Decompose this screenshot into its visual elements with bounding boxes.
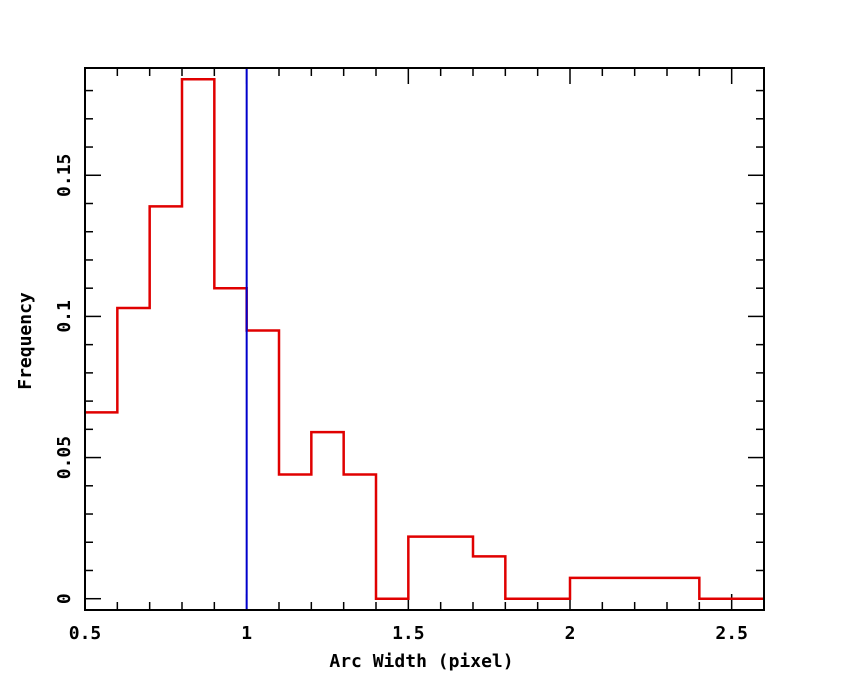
- tick-labels: 0.5 1 1.5 2 2.5 0 0.05 0.1 0.15: [54, 154, 748, 644]
- x-axis-title: Arc Width (pixel): [329, 651, 513, 672]
- histogram-step-line: [85, 78, 764, 600]
- y-tick-label: 0.05: [54, 436, 75, 479]
- histogram-series: [85, 78, 764, 600]
- x-tick-label: 2.5: [715, 623, 748, 644]
- x-tick-label: 1.5: [392, 623, 425, 644]
- x-tick-label: 0.5: [69, 623, 102, 644]
- x-tick-label: 2: [565, 623, 576, 644]
- x-tick-label: 1: [241, 623, 252, 644]
- plot-frame: [84, 67, 765, 611]
- y-tick-label: 0.1: [54, 300, 75, 333]
- y-tick-label: 0: [54, 593, 75, 604]
- y-tick-label: 0.15: [54, 154, 75, 197]
- y-axis-title: Frequency: [15, 292, 36, 390]
